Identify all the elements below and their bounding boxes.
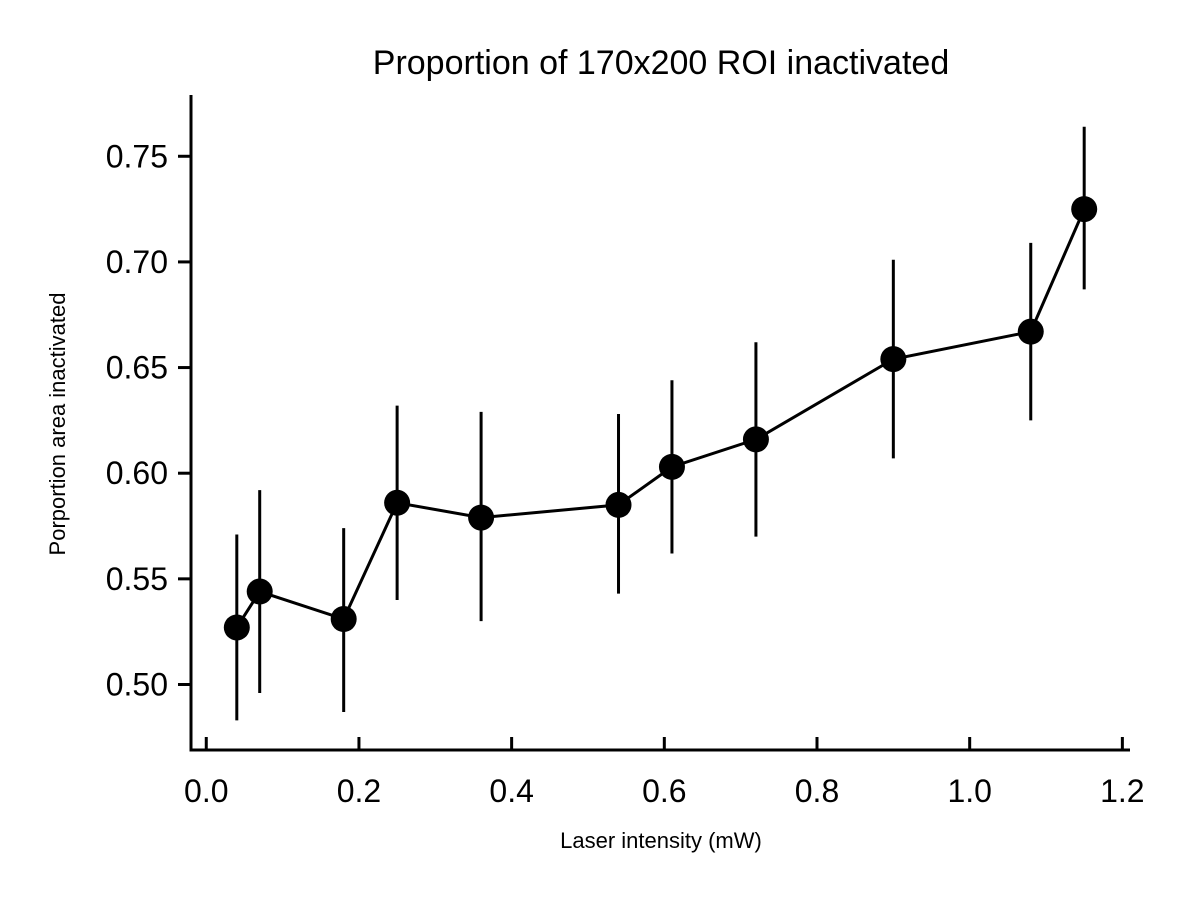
- series-line: [235, 208, 1086, 629]
- data-point: [246, 578, 273, 605]
- x-tick-label: 0.2: [337, 773, 381, 809]
- y-tick-label: 0.55: [106, 561, 168, 597]
- y-tick-label: 0.50: [106, 667, 168, 703]
- data-point: [1071, 196, 1098, 223]
- x-axis-label: Laser intensity (mW): [560, 828, 762, 853]
- y-axis-ticks: 0.50 0.55 0.60 0.65 0.70 0.75: [106, 138, 191, 703]
- error-bars: [235, 126, 1086, 721]
- data-point: [742, 426, 769, 453]
- y-axis-label: Porportion area inactivated: [45, 293, 70, 556]
- data-points: [223, 196, 1098, 641]
- data-point: [880, 346, 907, 373]
- y-tick-label: 0.65: [106, 350, 168, 386]
- data-point: [658, 453, 685, 480]
- data-point: [605, 491, 632, 518]
- x-tick-label: 1.0: [947, 773, 991, 809]
- x-tick-label: 0.0: [184, 773, 228, 809]
- data-point: [468, 504, 495, 531]
- x-tick-label: 0.6: [642, 773, 686, 809]
- data-point: [1017, 318, 1044, 345]
- y-tick-label: 0.70: [106, 244, 168, 280]
- x-axis-ticks: 0.0 0.2 0.4 0.6 0.8 1.0 1.2: [184, 737, 1145, 809]
- y-tick-label: 0.60: [106, 455, 168, 491]
- data-point: [223, 614, 250, 641]
- axes: [189, 95, 1130, 752]
- chart-title: Proportion of 170x200 ROI inactivated: [373, 44, 949, 82]
- y-tick-label: 0.75: [106, 138, 168, 174]
- x-tick-label: 0.4: [489, 773, 533, 809]
- data-point: [330, 606, 357, 632]
- data-point: [384, 489, 411, 516]
- x-tick-label: 1.2: [1100, 773, 1144, 809]
- x-tick-label: 0.8: [795, 773, 839, 809]
